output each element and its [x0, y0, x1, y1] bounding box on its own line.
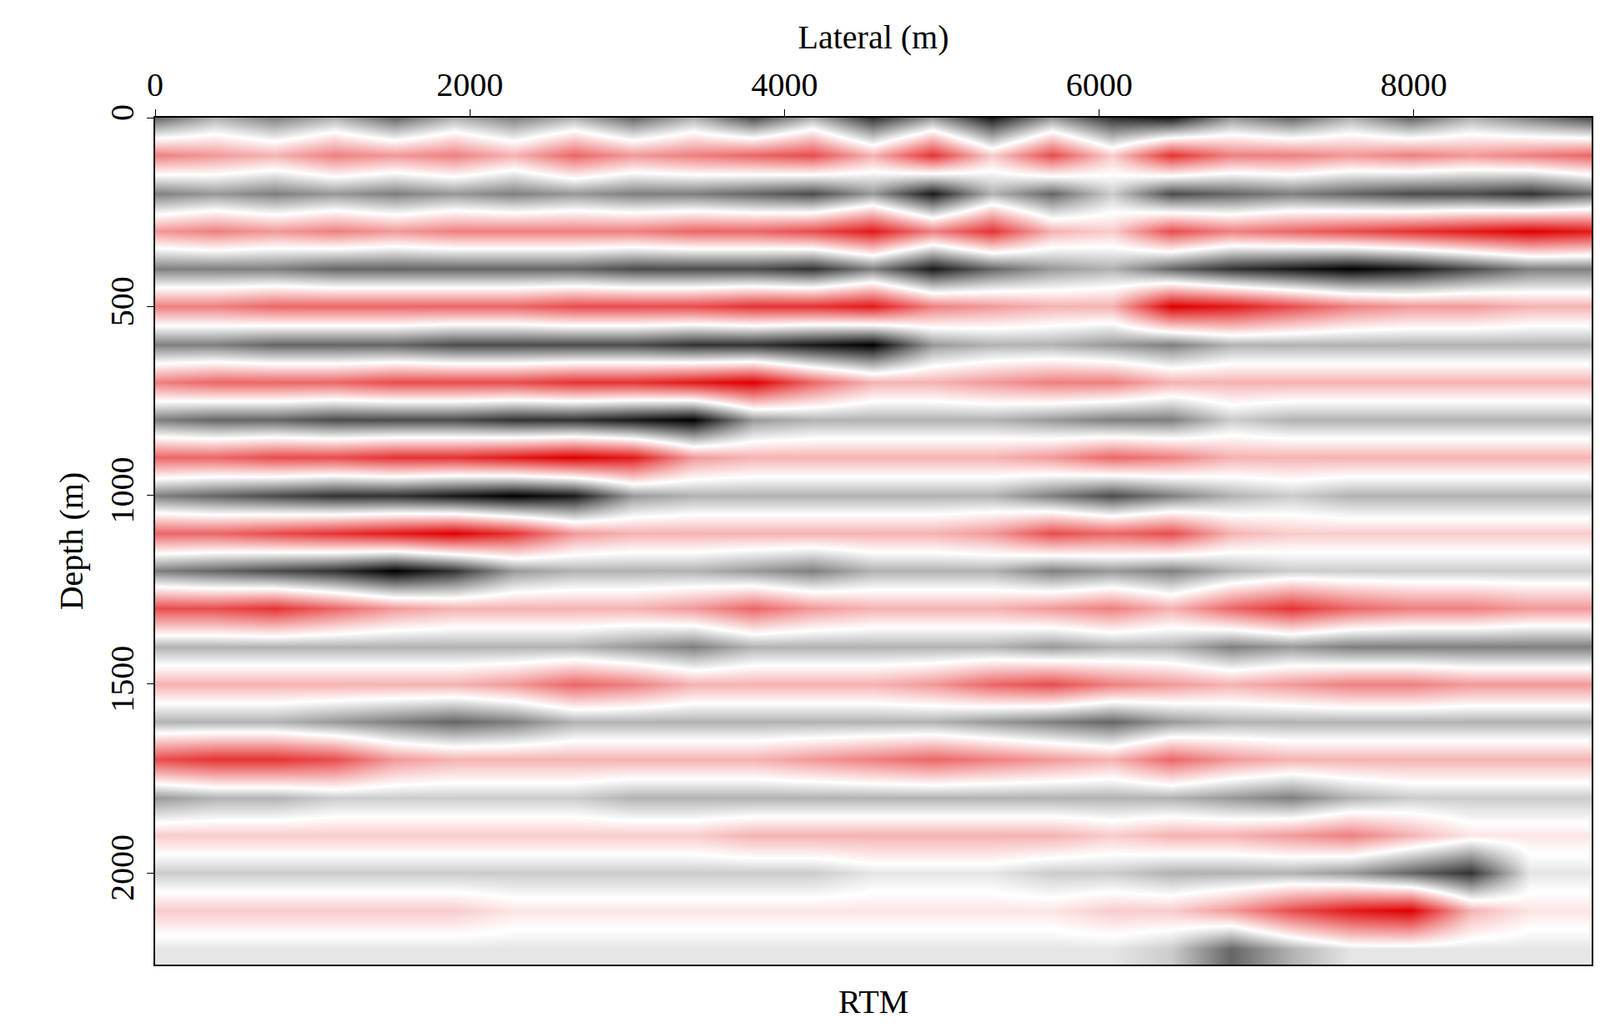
- svg-text:2000: 2000: [436, 65, 504, 104]
- svg-text:4000: 4000: [750, 65, 818, 104]
- svg-text:0: 0: [103, 104, 141, 121]
- svg-text:6000: 6000: [1066, 65, 1133, 104]
- svg-text:Depth (m): Depth (m): [52, 472, 91, 611]
- svg-text:500: 500: [103, 276, 141, 327]
- svg-text:2000: 2000: [103, 834, 141, 901]
- svg-text:Lateral (m): Lateral (m): [798, 18, 950, 56]
- svg-text:RTM: RTM: [838, 982, 909, 1021]
- svg-text:1000: 1000: [103, 457, 141, 524]
- svg-text:0: 0: [146, 65, 164, 104]
- svg-text:8000: 8000: [1380, 65, 1448, 104]
- svg-text:1500: 1500: [103, 645, 141, 713]
